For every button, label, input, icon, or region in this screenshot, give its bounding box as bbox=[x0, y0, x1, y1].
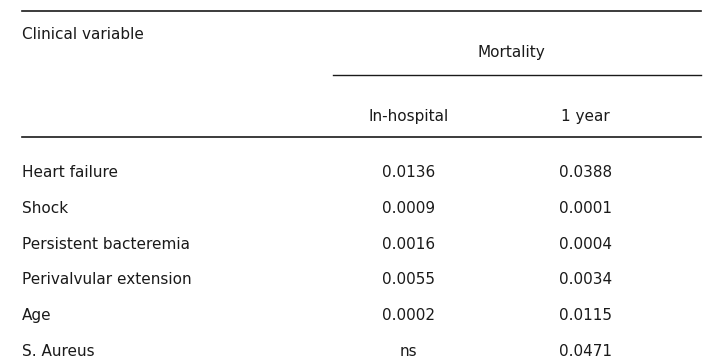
Text: Shock: Shock bbox=[22, 201, 68, 216]
Text: 0.0001: 0.0001 bbox=[559, 201, 612, 216]
Text: 0.0034: 0.0034 bbox=[559, 273, 612, 288]
Text: Perivalvular extension: Perivalvular extension bbox=[22, 273, 192, 288]
Text: ns: ns bbox=[400, 344, 417, 359]
Text: 0.0004: 0.0004 bbox=[559, 237, 612, 252]
Text: In-hospital: In-hospital bbox=[369, 109, 448, 124]
Text: 0.0016: 0.0016 bbox=[382, 237, 435, 252]
Text: 0.0388: 0.0388 bbox=[559, 166, 612, 180]
Text: 0.0115: 0.0115 bbox=[559, 308, 612, 323]
Text: 0.0136: 0.0136 bbox=[382, 166, 435, 180]
Text: Age: Age bbox=[22, 308, 51, 323]
Text: Persistent bacteremia: Persistent bacteremia bbox=[22, 237, 189, 252]
Text: Heart failure: Heart failure bbox=[22, 166, 118, 180]
Text: 0.0009: 0.0009 bbox=[382, 201, 435, 216]
Text: 0.0002: 0.0002 bbox=[382, 308, 435, 323]
Text: 1 year: 1 year bbox=[561, 109, 610, 124]
Text: Mortality: Mortality bbox=[478, 45, 545, 60]
Text: 0.0055: 0.0055 bbox=[382, 273, 435, 288]
Text: S. Aureus: S. Aureus bbox=[22, 344, 94, 359]
Text: 0.0471: 0.0471 bbox=[559, 344, 612, 359]
Text: Clinical variable: Clinical variable bbox=[22, 27, 144, 42]
